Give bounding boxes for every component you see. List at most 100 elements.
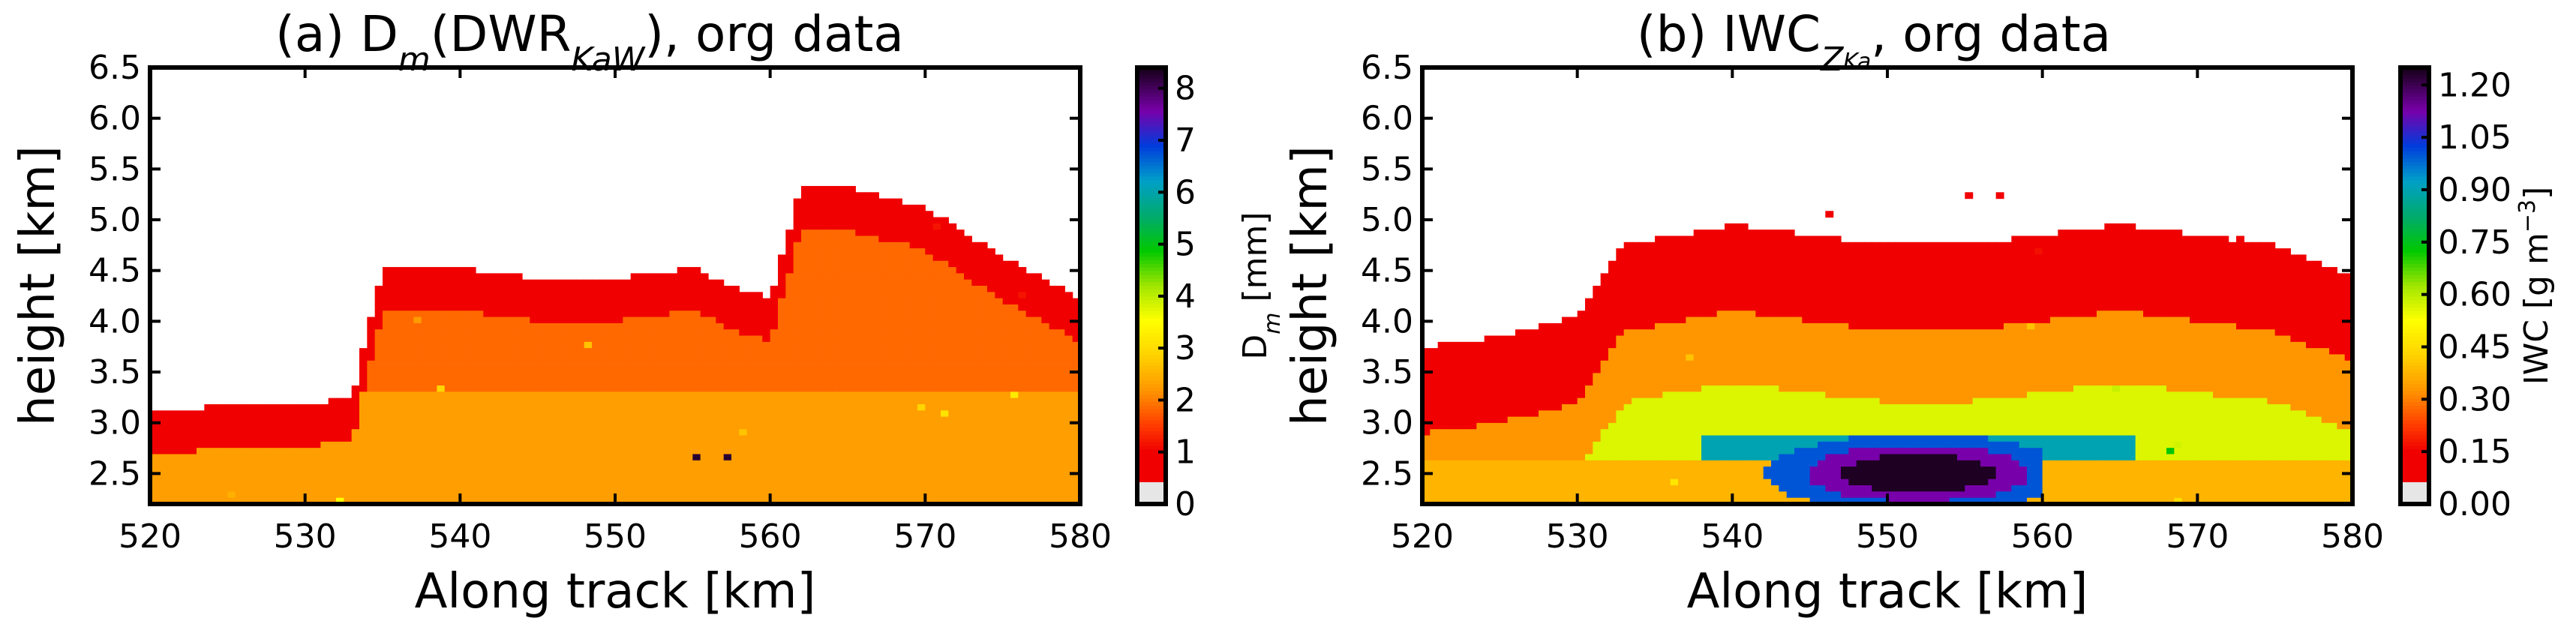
- heatmap-cell: [809, 279, 818, 286]
- heatmap-cell: [1034, 304, 1042, 311]
- heatmap-cell: [1025, 404, 1034, 411]
- heatmap-cell: [592, 392, 600, 399]
- heatmap-cell: [685, 454, 693, 461]
- heatmap-cell: [1500, 485, 1509, 492]
- heatmap-cell: [708, 429, 716, 436]
- heatmap-cell: [374, 466, 383, 474]
- heatmap-cell: [824, 286, 833, 292]
- heatmap-cell: [1469, 379, 1477, 386]
- heatmap-cell: [708, 354, 716, 362]
- heatmap-cell: [1422, 429, 1431, 436]
- colorbar-segment: [1137, 467, 1166, 472]
- heatmap-cell: [902, 392, 911, 399]
- heatmap-cell: [1500, 335, 1509, 343]
- heatmap-cell: [243, 429, 251, 436]
- heatmap-cell: [592, 448, 600, 455]
- heatmap-cell: [560, 329, 569, 337]
- heatmap-cell: [212, 435, 221, 442]
- heatmap-cell: [467, 404, 476, 411]
- heatmap-cell: [886, 254, 895, 262]
- heatmap-cell: [530, 279, 539, 286]
- heatmap-cell: [344, 435, 353, 442]
- heatmap-cell: [832, 379, 841, 386]
- heatmap-cell: [258, 497, 267, 505]
- heatmap-cell: [1554, 466, 1563, 474]
- heatmap-cell: [909, 230, 918, 237]
- heatmap-cell: [483, 335, 492, 343]
- heatmap-cell: [1523, 404, 1532, 411]
- heatmap-cell: [1049, 316, 1058, 324]
- heatmap-cell: [1562, 478, 1570, 486]
- heatmap-cell: [778, 448, 786, 455]
- heatmap-cell: [421, 316, 430, 324]
- heatmap-cell: [902, 404, 911, 411]
- heatmap-cell: [1034, 341, 1042, 349]
- heatmap-cell: [816, 236, 825, 243]
- heatmap-cell: [1010, 478, 1019, 486]
- heatmap-cell: [886, 217, 895, 224]
- heatmap-cell: [932, 392, 941, 399]
- heatmap-cell: [809, 211, 818, 218]
- heatmap-cell: [832, 279, 841, 286]
- heatmap-cell: [739, 454, 748, 461]
- heatmap-cell: [1422, 367, 1431, 374]
- heatmap-cell: [902, 410, 911, 418]
- heatmap-cell: [1500, 379, 1509, 386]
- heatmap-cell: [150, 448, 158, 455]
- heatmap-cell: [1492, 478, 1500, 486]
- heatmap-cell: [793, 485, 802, 492]
- heatmap-cell: [964, 279, 972, 286]
- heatmap-cell: [444, 341, 453, 349]
- heatmap-cell: [452, 392, 461, 399]
- heatmap-cell: [848, 304, 856, 311]
- heatmap-cell: [677, 422, 686, 430]
- heatmap-cell: [320, 410, 329, 418]
- heatmap-cell: [956, 478, 965, 486]
- heatmap-cell: [506, 398, 515, 405]
- heatmap-cell: [971, 454, 980, 461]
- heatmap-cell: [1057, 472, 1065, 480]
- heatmap-cell: [995, 386, 1004, 392]
- heatmap-cell: [739, 448, 748, 455]
- heatmap-cell: [1010, 497, 1019, 505]
- heatmap-cell: [677, 367, 686, 374]
- heatmap-cell: [1492, 448, 1500, 455]
- heatmap-cell: [569, 491, 577, 499]
- heatmap-cell: [212, 466, 221, 474]
- heatmap-cell: [522, 404, 530, 411]
- heatmap-cell: [281, 410, 290, 418]
- heatmap-cell: [553, 310, 562, 318]
- heatmap-cell: [630, 441, 639, 448]
- heatmap-cell: [1002, 273, 1011, 280]
- heatmap-cell: [1600, 298, 1609, 305]
- heatmap-cell: [429, 491, 437, 499]
- heatmap-cell: [708, 491, 716, 499]
- heatmap-cell: [1585, 435, 1593, 442]
- colorbar-segment: [1137, 318, 1166, 323]
- heatmap-cell: [374, 422, 383, 430]
- heatmap-cell: [932, 491, 941, 499]
- heatmap-cell: [1057, 286, 1065, 292]
- heatmap-cell: [623, 478, 632, 486]
- heatmap-cell: [832, 410, 841, 418]
- heatmap-cell: [762, 310, 771, 318]
- heatmap-cell: [995, 286, 1004, 292]
- heatmap-cell: [560, 478, 569, 486]
- heatmap-cell: [374, 435, 383, 442]
- heatmap-cell: [313, 466, 321, 474]
- colorbar-segment: [1137, 446, 1166, 450]
- heatmap-cell: [685, 267, 693, 274]
- heatmap-cell: [878, 335, 887, 343]
- heatmap-cell: [917, 298, 926, 305]
- heatmap-cell: [1530, 341, 1539, 349]
- heatmap-cell: [258, 441, 267, 448]
- heatmap-cell: [560, 292, 569, 299]
- heatmap-cell: [476, 279, 484, 286]
- heatmap-cell: [607, 410, 616, 418]
- heatmap-cell: [630, 316, 639, 324]
- heatmap-cell: [871, 485, 879, 492]
- heatmap-cell: [235, 410, 244, 418]
- heatmap-cell: [506, 379, 515, 386]
- heatmap-cell: [793, 230, 802, 237]
- heatmap-cell: [1554, 448, 1563, 455]
